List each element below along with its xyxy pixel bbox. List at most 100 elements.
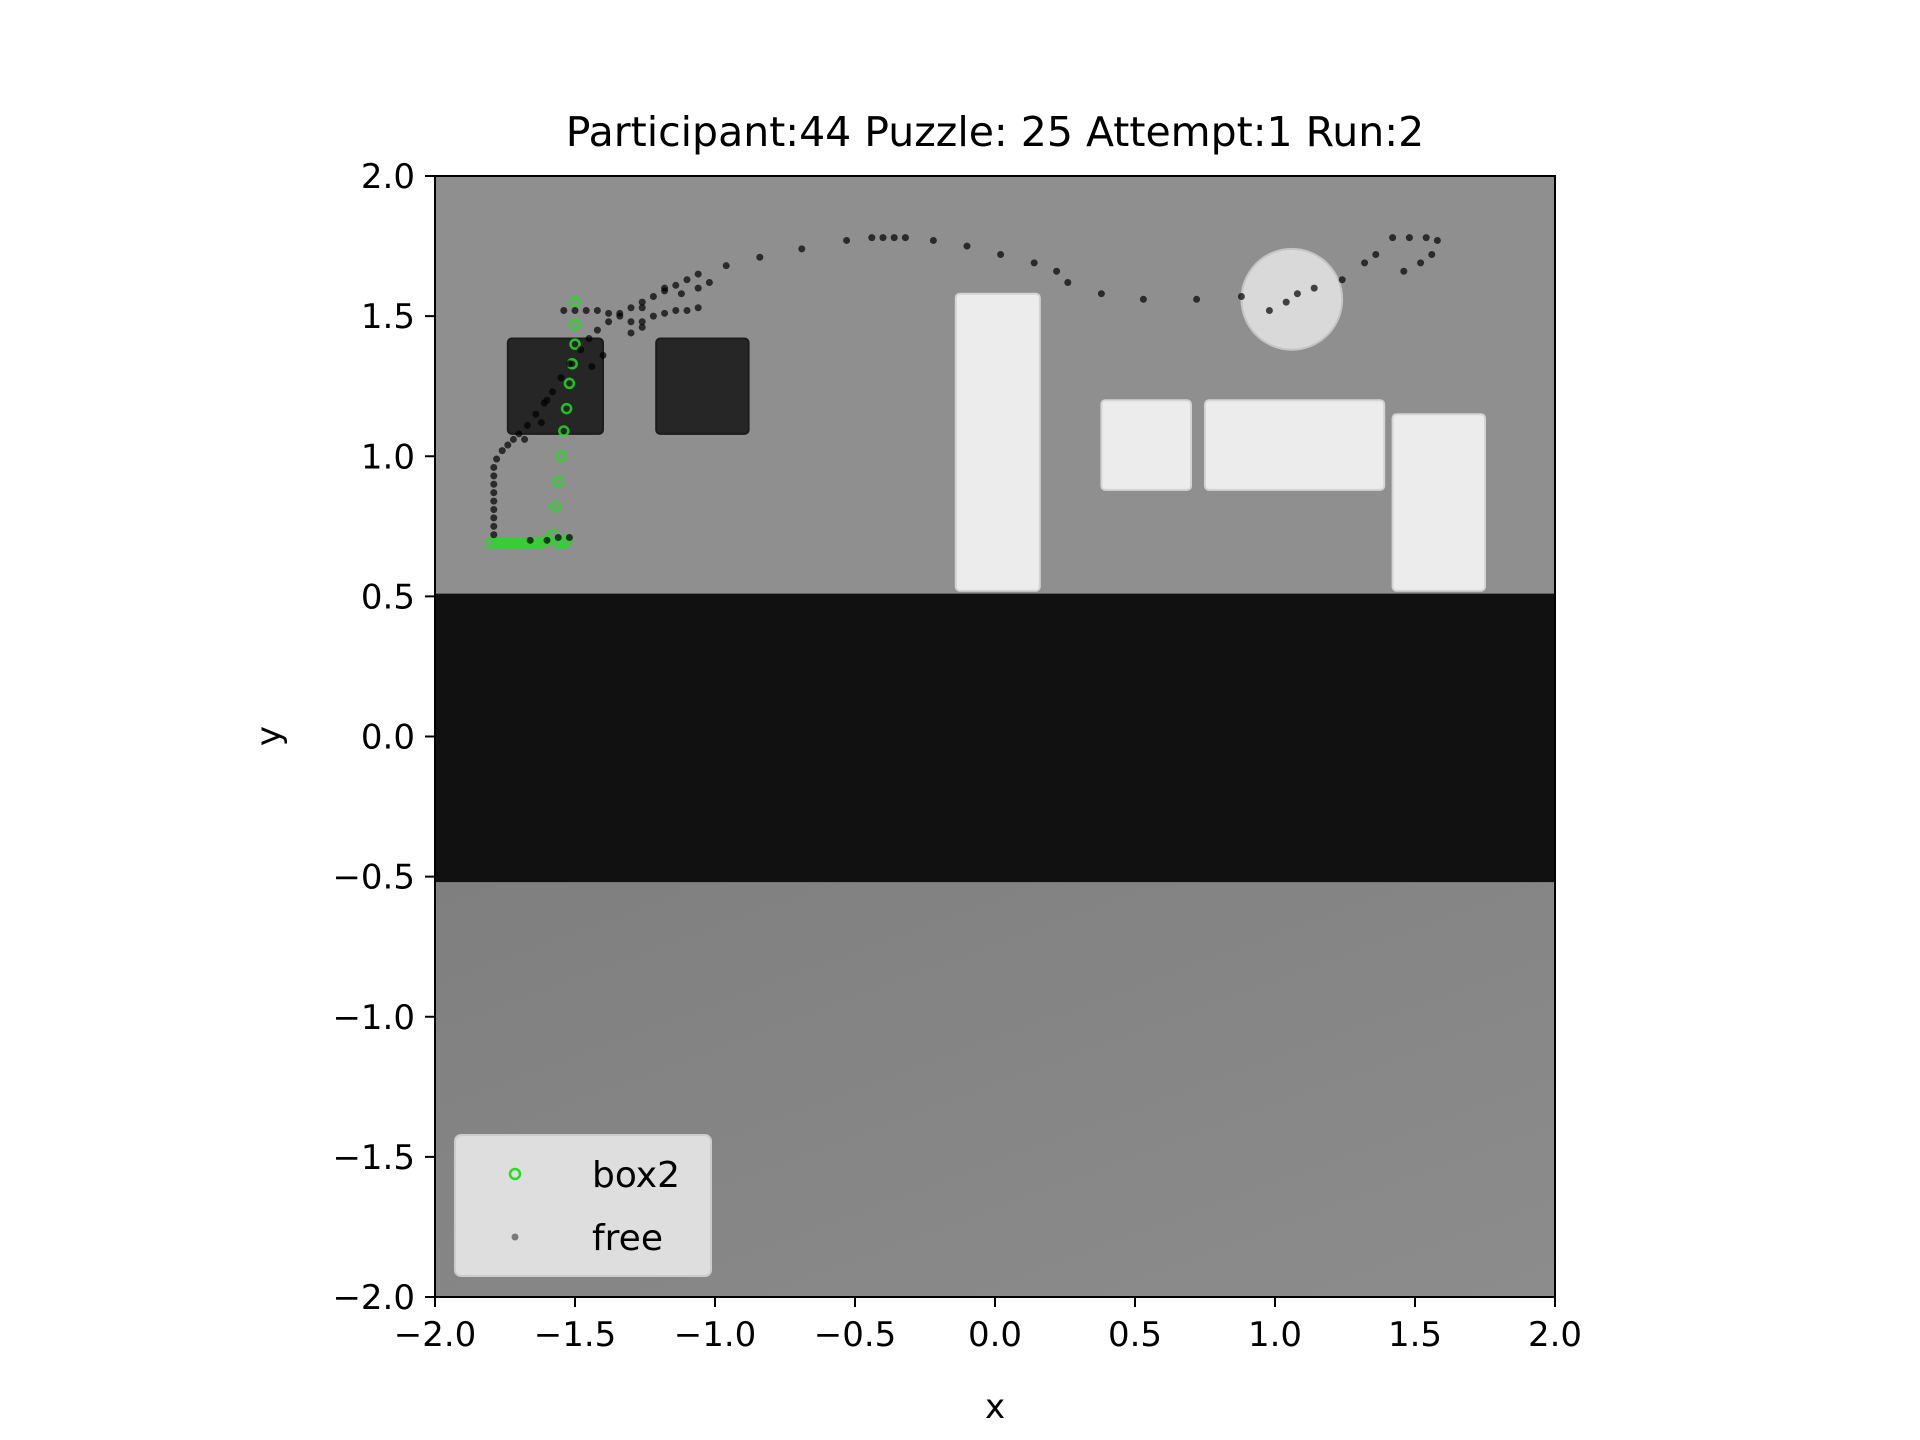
- dark-boxes: [506, 337, 750, 435]
- data-point-free: [683, 307, 691, 315]
- data-point-free: [890, 234, 898, 242]
- x-tick-label: −2.0: [394, 1315, 477, 1355]
- data-point-free: [523, 421, 531, 429]
- x-tick-label: 0.5: [1108, 1315, 1162, 1355]
- data-point-free: [560, 307, 568, 315]
- data-point-box2: [496, 537, 508, 549]
- data-point-free: [490, 472, 498, 480]
- data-point-free: [537, 419, 545, 427]
- legend-label-free: free: [592, 1218, 663, 1259]
- data-point-free: [490, 480, 498, 488]
- y-axis-label: y: [249, 726, 289, 746]
- data-point-free: [605, 318, 613, 326]
- data-point-free: [593, 326, 601, 334]
- data-point-free: [1361, 259, 1369, 267]
- data-point-free: [1428, 250, 1436, 258]
- data-point-free: [722, 262, 730, 270]
- data-point-free: [638, 304, 646, 312]
- data-point-free: [1139, 295, 1147, 303]
- data-point-free: [1053, 267, 1061, 275]
- data-point-free: [549, 388, 557, 396]
- scene-background: [435, 176, 1555, 1297]
- data-point-free: [521, 435, 529, 443]
- x-tick-label: −1.5: [534, 1315, 617, 1355]
- data-point-free: [1265, 307, 1273, 315]
- y-tick-label: 0.5: [361, 577, 415, 617]
- data-point-free: [498, 447, 506, 455]
- data-point-free: [605, 309, 613, 317]
- data-point-free: [490, 505, 498, 513]
- data-point-box2: [555, 450, 567, 462]
- data-point-free: [526, 536, 534, 544]
- data-point-free: [585, 335, 593, 343]
- data-point-free: [661, 309, 669, 317]
- data-point-box2: [507, 537, 520, 549]
- light-box-obstacle: [1204, 399, 1386, 491]
- data-point-free: [1405, 234, 1413, 242]
- legend-marker-free: [511, 1233, 519, 1241]
- data-point-free: [672, 307, 680, 315]
- wall-band: [435, 593, 1555, 883]
- x-tick-label: 1.0: [1248, 1315, 1302, 1355]
- data-point-box2: [560, 402, 573, 415]
- x-tick-label: 0.0: [968, 1315, 1022, 1355]
- data-point-free: [677, 290, 685, 298]
- data-point-free: [1338, 276, 1346, 284]
- data-point-box2: [569, 338, 581, 350]
- x-axis-label: x: [985, 1387, 1005, 1427]
- light-boxes: [954, 292, 1486, 592]
- data-point-free: [649, 312, 657, 320]
- data-point-free: [571, 307, 579, 315]
- x-tick-label: −0.5: [814, 1315, 897, 1355]
- data-point-free: [504, 441, 512, 449]
- data-point-free: [649, 293, 657, 301]
- data-point-free: [1372, 250, 1380, 258]
- data-point-free: [532, 410, 540, 418]
- data-point-free: [638, 298, 646, 306]
- dark-box-obstacle: [506, 337, 604, 435]
- y-tick-label: −0.5: [332, 858, 415, 898]
- y-tick-label: 2.0: [361, 157, 415, 197]
- dark-box-obstacle: [655, 337, 750, 435]
- legend: box2 free: [454, 1134, 712, 1277]
- data-point-free: [1282, 298, 1290, 306]
- data-point-free: [929, 236, 937, 244]
- data-point-free: [565, 360, 573, 368]
- data-point-free: [661, 284, 669, 292]
- data-point-free: [843, 236, 851, 244]
- data-point-free: [1293, 290, 1301, 298]
- data-point-box2: [490, 537, 503, 549]
- data-point-free: [798, 245, 806, 253]
- data-point-free: [493, 455, 501, 463]
- legend-label-box2: box2: [592, 1155, 680, 1196]
- cylinder-obstacle: [1240, 247, 1344, 351]
- series-free: [490, 234, 1441, 544]
- data-point-free: [683, 276, 691, 284]
- y-tick-label: 1.0: [361, 437, 415, 477]
- y-tick-label: 1.5: [361, 297, 415, 337]
- data-point-free: [868, 234, 876, 242]
- data-point-free: [1030, 259, 1038, 267]
- data-point-box2: [502, 537, 514, 549]
- data-point-free: [694, 304, 702, 312]
- data-point-free: [879, 234, 887, 242]
- light-box-obstacle: [954, 292, 1041, 592]
- y-axis: −2.0 −1.5 −1.0 −0.5 0.0 0.5 1.0 1.5 2.0: [332, 157, 435, 1318]
- data-point-free: [490, 514, 498, 522]
- data-point-box2: [552, 475, 564, 488]
- data-point-free: [901, 234, 909, 242]
- data-point-free: [490, 489, 498, 497]
- data-point-free: [756, 253, 764, 261]
- x-axis: −2.0 −1.5 −1.0 −0.5 0.0 0.5 1.0 1.5 2.0: [394, 1297, 1582, 1355]
- legend-marker-box2: [508, 1167, 522, 1181]
- data-point-free: [490, 497, 498, 505]
- data-point-box2: [569, 318, 581, 331]
- data-point-free: [599, 351, 607, 359]
- data-point-free: [588, 363, 596, 371]
- data-point-free: [638, 323, 646, 331]
- y-tick-label: −1.0: [332, 998, 415, 1038]
- data-point-free: [616, 312, 624, 320]
- data-point-free: [1097, 290, 1105, 298]
- data-point-free: [705, 278, 713, 286]
- data-point-free: [577, 346, 585, 354]
